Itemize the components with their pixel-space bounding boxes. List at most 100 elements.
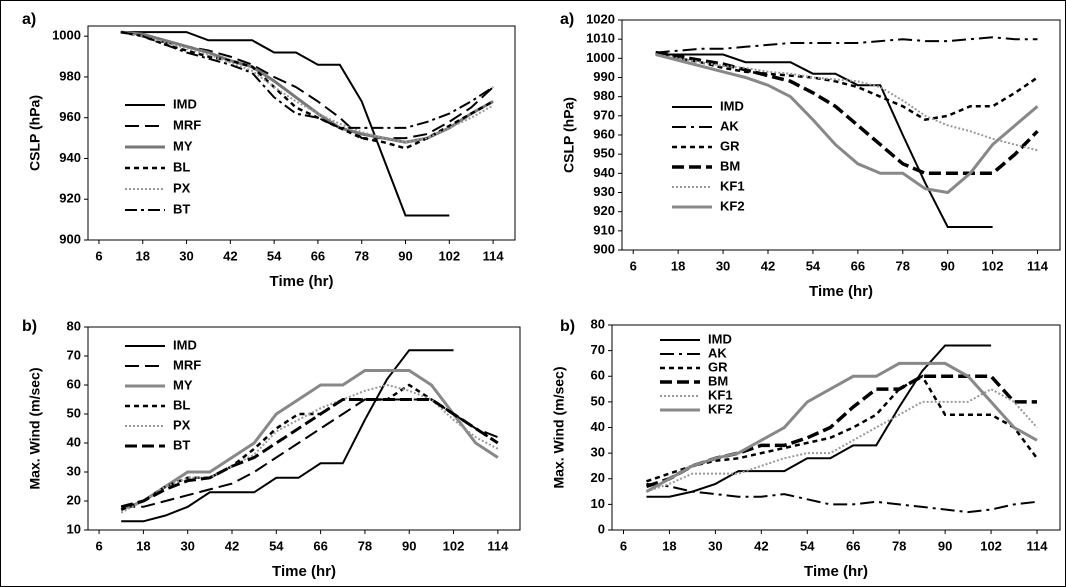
x-tick-label: 102 <box>980 538 1002 553</box>
series-line <box>655 36 1038 54</box>
x-tick-label: 90 <box>940 258 954 273</box>
x-tick-label: 30 <box>179 248 193 263</box>
panel-label: a) <box>22 11 36 28</box>
series-line <box>120 369 499 512</box>
x-tick-label: 30 <box>180 538 194 553</box>
y-tick-label: 1010 <box>586 31 615 46</box>
legend-label: AK <box>720 118 739 133</box>
x-tick-label: 102 <box>982 258 1004 273</box>
legend-label: MRF <box>173 357 201 372</box>
y-tick-label: 950 <box>593 146 615 161</box>
legend-label: GR <box>720 138 740 153</box>
series-line <box>655 53 1039 195</box>
y-tick-label: 40 <box>67 434 81 449</box>
series-line <box>646 387 1038 493</box>
x-tick-label: 54 <box>806 258 821 273</box>
y-tick-label: 930 <box>593 184 615 199</box>
y-tick-label: 10 <box>67 521 81 536</box>
panel-label: b) <box>22 318 37 335</box>
panel-label: a) <box>560 11 574 28</box>
x-tick-label: 6 <box>95 248 102 263</box>
y-tick-label: 920 <box>593 203 615 218</box>
series-line <box>120 398 499 509</box>
y-tick-label: 1000 <box>52 28 81 43</box>
y-tick-label: 900 <box>59 231 81 246</box>
x-tick-label: 66 <box>311 248 325 263</box>
legend-label: KF1 <box>708 387 733 402</box>
y-tick-label: 80 <box>67 318 81 333</box>
x-axis-label: Time (hr) <box>804 563 868 580</box>
y-tick-label: 940 <box>59 150 81 165</box>
x-tick-label: 102 <box>438 248 460 263</box>
y-tick-label: 70 <box>67 347 81 362</box>
y-tick-label: 30 <box>591 445 605 460</box>
y-tick-label: 1000 <box>586 50 615 65</box>
x-axis-label: Time (hr) <box>809 283 873 300</box>
y-tick-label: 60 <box>67 376 81 391</box>
series-line <box>655 53 1039 122</box>
series-line <box>120 31 494 129</box>
x-tick-label: 114 <box>1027 258 1049 273</box>
x-tick-label: 114 <box>483 248 505 263</box>
y-tick-label: 50 <box>591 393 605 408</box>
legend-label: BL <box>173 159 190 174</box>
x-tick-label: 78 <box>354 248 368 263</box>
y-tick-label: 910 <box>593 222 615 237</box>
series-line <box>655 53 1038 152</box>
x-tick-label: 54 <box>267 248 282 263</box>
x-tick-label: 18 <box>136 248 150 263</box>
x-tick-label: 78 <box>358 538 372 553</box>
legend-label: BT <box>173 201 190 216</box>
legend-label: PX <box>173 417 191 432</box>
y-tick-label: 20 <box>591 470 605 485</box>
y-axis-label: Max. Wind (m/sec) <box>551 366 567 488</box>
legend-label: KF2 <box>708 401 733 416</box>
series-line <box>120 31 450 217</box>
x-tick-label: 42 <box>225 538 239 553</box>
legend-label: MY <box>173 138 193 153</box>
x-tick-label: 54 <box>269 538 284 553</box>
y-tick-label: 960 <box>593 126 615 141</box>
legend-label: KF2 <box>720 198 745 213</box>
legend-label: IMD <box>173 96 197 111</box>
y-tick-label: 940 <box>593 165 615 180</box>
legend-label: IMD <box>720 98 744 113</box>
x-tick-label: 6 <box>630 258 637 273</box>
legend-label: KF1 <box>720 178 745 193</box>
legend-label: BM <box>708 373 728 388</box>
plot-frame <box>87 25 516 241</box>
series-line <box>646 344 992 498</box>
y-tick-label: 50 <box>67 405 81 420</box>
series-line <box>120 383 499 514</box>
y-tick-label: 20 <box>67 492 81 507</box>
series-line <box>120 30 494 150</box>
y-tick-label: 30 <box>67 463 81 478</box>
y-axis-label: CSLP (hPa) <box>27 95 43 171</box>
x-tick-label: 30 <box>708 538 722 553</box>
y-tick-label: 990 <box>593 69 615 84</box>
x-tick-label: 30 <box>716 258 730 273</box>
y-tick-label: 60 <box>591 368 605 383</box>
y-tick-label: 0 <box>598 521 605 536</box>
y-tick-label: 920 <box>59 191 81 206</box>
x-axis-label: Time (hr) <box>270 273 334 290</box>
x-tick-label: 66 <box>846 538 860 553</box>
legend-label: MY <box>173 377 193 392</box>
x-tick-label: 6 <box>620 538 627 553</box>
y-tick-label: 980 <box>59 68 81 83</box>
legend-label: BL <box>173 397 190 412</box>
legend-label: IMD <box>708 331 732 346</box>
x-tick-label: 66 <box>851 258 865 273</box>
legend-label: BM <box>720 158 740 173</box>
y-tick-label: 40 <box>591 419 605 434</box>
x-tick-label: 54 <box>800 538 815 553</box>
x-tick-label: 18 <box>671 258 685 273</box>
series-line <box>655 50 1039 176</box>
x-tick-label: 66 <box>313 538 327 553</box>
plot-frame <box>87 326 521 531</box>
x-tick-label: 78 <box>896 258 910 273</box>
y-tick-label: 900 <box>593 241 615 256</box>
legend-label: AK <box>708 345 727 360</box>
